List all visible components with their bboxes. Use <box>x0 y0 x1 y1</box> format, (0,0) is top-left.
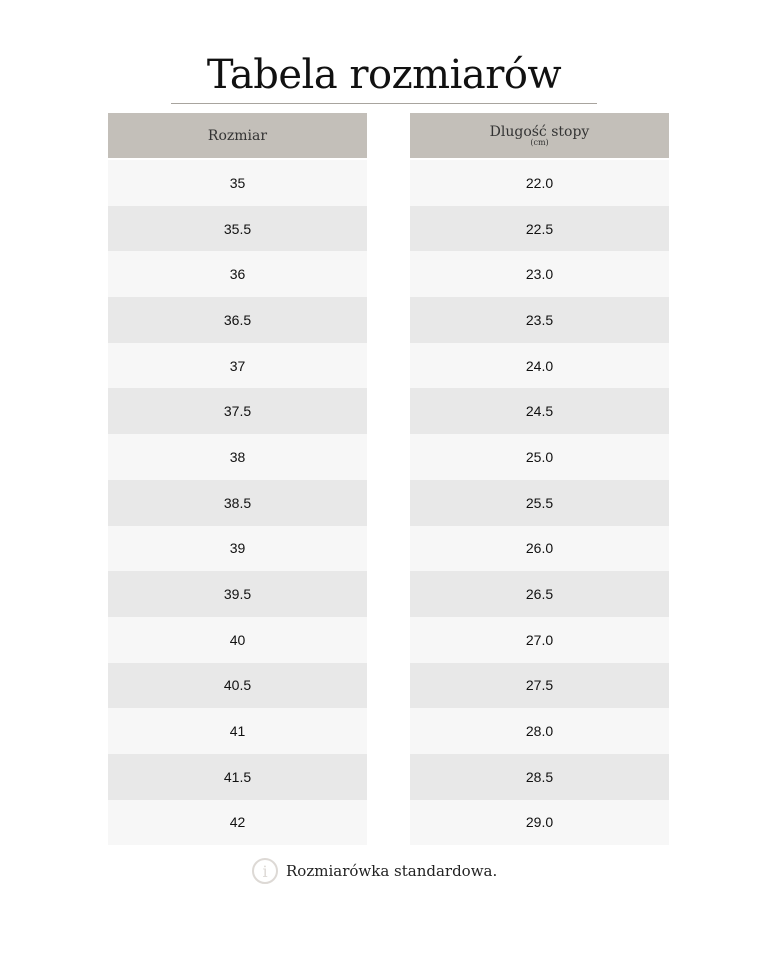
note: i Rozmiarówka standardowa. <box>252 858 497 884</box>
length-cell: 24.0 <box>410 342 669 389</box>
size-cell: 38.5 <box>108 479 367 526</box>
length-header: Dlugość stopy (cm) <box>410 113 669 158</box>
length-cell: 22.0 <box>410 160 669 206</box>
size-cell: 41.5 <box>108 753 367 800</box>
size-column: Rozmiar 35 35.5 36 36.5 37 37.5 38 38.5 39 39.5 40… <box>108 113 367 846</box>
length-cell: 22.5 <box>410 205 669 252</box>
size-cell: 39 <box>108 525 367 572</box>
size-cell: 37.5 <box>108 388 367 435</box>
size-header-label: Rozmiar <box>207 127 268 144</box>
length-cell: 26.5 <box>410 571 669 617</box>
length-unit-label: (cm) <box>530 138 549 147</box>
size-cell: 40.5 <box>108 662 367 709</box>
length-cell: 23.5 <box>410 297 669 343</box>
length-cell: 27.5 <box>410 662 669 709</box>
length-cell: 29.0 <box>410 799 669 846</box>
length-cell: 27.0 <box>410 616 669 663</box>
length-column: Dlugość stopy (cm) 22.0 22.5 23.0 23.5 24.0 2… <box>410 113 669 846</box>
size-cell: 39.5 <box>108 571 367 617</box>
length-cell: 24.5 <box>410 388 669 435</box>
length-cell: 23.0 <box>410 251 669 298</box>
size-cell: 36 <box>108 251 367 298</box>
size-cell: 41 <box>108 708 367 754</box>
size-cell: 35.5 <box>108 205 367 252</box>
info-icon: i <box>252 858 278 884</box>
title-divider <box>171 103 597 104</box>
size-cell: 35 <box>108 160 367 206</box>
page-title: Tabela rozmiarów <box>206 52 562 98</box>
size-cell: 40 <box>108 616 367 663</box>
length-cell: 28.5 <box>410 753 669 800</box>
size-cell: 37 <box>108 342 367 389</box>
length-cell: 28.0 <box>410 708 669 754</box>
length-header-label: Dlugość stopy <box>489 124 590 140</box>
size-cell: 38 <box>108 434 367 480</box>
size-cell: 36.5 <box>108 297 367 343</box>
note-text: Rozmiarówka standardowa. <box>286 862 498 880</box>
length-cell: 26.0 <box>410 525 669 572</box>
length-cell: 25.5 <box>410 479 669 526</box>
size-cell: 42 <box>108 799 367 846</box>
length-cell: 25.0 <box>410 434 669 480</box>
size-header: Rozmiar <box>108 113 367 158</box>
